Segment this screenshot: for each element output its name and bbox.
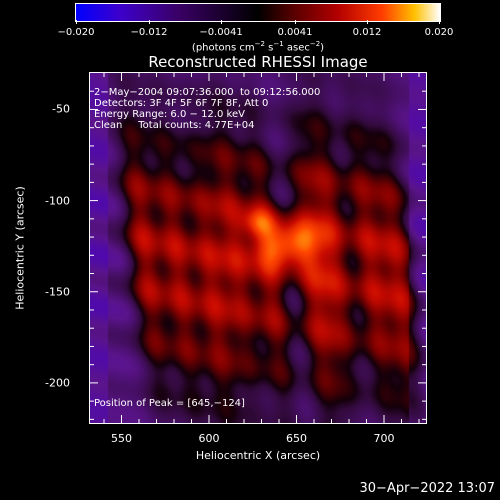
y-tick-label: -200 [45, 376, 70, 390]
x-axis-label: Heliocentric X (arcsec) [195, 449, 321, 462]
colorbar-tickmark [221, 20, 222, 24]
colorbar-tickmark [295, 20, 296, 24]
colorbar-gradient [75, 3, 441, 22]
colorbar-tickmark [76, 20, 77, 24]
annotation-method: Clean Total counts: 4.77E+04 [94, 120, 255, 131]
y-tick-label: -100 [45, 194, 70, 208]
colorbar-tick-label: 0.020 [424, 27, 454, 38]
colorbar-tick-label: 0.012 [352, 27, 382, 38]
x-tick-label: 600 [198, 432, 220, 445]
x-tick-label: 650 [286, 432, 307, 445]
x-tick-label: 550 [111, 432, 132, 445]
colorbar-tick-label: −0.020 [57, 27, 95, 38]
y-axis-label: Heliocentric Y (arcsec) [13, 186, 27, 310]
colorbar-unit: (photons cm−2 s−1 asec−2) [191, 40, 325, 54]
y-tick-label: -50 [52, 102, 70, 116]
heatmap-image [90, 73, 426, 423]
colorbar-tickmark [367, 20, 368, 24]
x-tick-label: 700 [373, 432, 395, 445]
annotation-peak: Position of Peak = [645,−124] [94, 398, 245, 409]
annotation-energy: Energy Range: 6.0 − 12.0 keV [94, 109, 245, 120]
chart-title: Reconstructed RHESSI Image [148, 53, 368, 71]
colorbar-tickmark [149, 20, 150, 24]
annotation-time-range: 2−May−2004 09:07:36.000 to 09:12:56.000 [94, 87, 321, 98]
timestamp: 30−Apr−2022 13:07 [359, 481, 496, 496]
colorbar-tick-label: −0.0041 [199, 27, 243, 38]
y-tick-label: -150 [45, 285, 70, 299]
colorbar-tickmark [439, 20, 440, 24]
colorbar-tick-label: 0.0041 [277, 27, 313, 38]
annotation-detectors: Detectors: 3F 4F 5F 6F 7F 8F, Att 0 [94, 98, 269, 109]
colorbar-tick-label: −0.012 [130, 27, 168, 38]
axis-ticks [90, 73, 426, 423]
plot-area: 2−May−2004 09:07:36.000 to 09:12:56.000 … [89, 72, 427, 424]
